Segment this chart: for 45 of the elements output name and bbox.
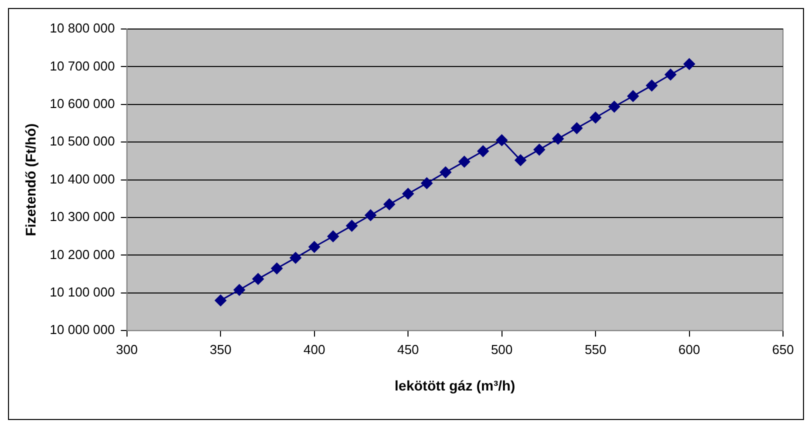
y-tick-label: 10 800 000: [50, 20, 115, 36]
x-tick-label: 600: [678, 342, 700, 357]
y-tick-label: 10 100 000: [50, 284, 115, 300]
point: [684, 58, 696, 70]
point: [252, 273, 264, 285]
point: [290, 252, 302, 264]
x-tick-label: 400: [303, 342, 326, 357]
y-tick-label: 10 300 000: [50, 209, 115, 224]
y-tick-label: 10 600 000: [50, 96, 115, 111]
x-tick-label: 550: [584, 342, 606, 357]
y-axis-title: Fizetendő (Ft/hó): [22, 123, 38, 236]
point: [271, 262, 283, 274]
point: [608, 100, 620, 112]
point: [327, 230, 339, 242]
point: [440, 166, 452, 178]
y-tick-label: 10 000 000: [50, 322, 115, 338]
point: [458, 156, 470, 168]
point: [364, 209, 376, 221]
point: [308, 241, 320, 253]
x-tick-label: 450: [397, 342, 419, 357]
y-tick-label: 10 200 000: [50, 246, 115, 262]
point: [514, 154, 526, 166]
point: [234, 284, 246, 296]
x-tick-label: 300: [116, 342, 138, 357]
y-tick-label: 10 700 000: [50, 58, 115, 74]
x-tick-label: 650: [772, 342, 794, 357]
point: [477, 145, 489, 157]
point: [346, 220, 358, 232]
point: [664, 68, 676, 80]
point: [571, 122, 583, 134]
point: [384, 198, 396, 210]
point: [646, 80, 658, 92]
point: [496, 134, 508, 146]
y-tick-label: 10 400 000: [50, 171, 115, 186]
point: [421, 177, 433, 189]
point: [402, 188, 414, 200]
point: [590, 112, 602, 124]
point: [534, 144, 546, 156]
point: [627, 90, 639, 102]
y-tick-label: 10 500 000: [50, 134, 115, 149]
point: [552, 132, 564, 144]
x-tick-label: 350: [210, 342, 232, 357]
x-axis-title: lekötött gáz (m³/h): [394, 377, 516, 394]
x-tick-label: 500: [490, 342, 513, 357]
point: [214, 294, 226, 306]
